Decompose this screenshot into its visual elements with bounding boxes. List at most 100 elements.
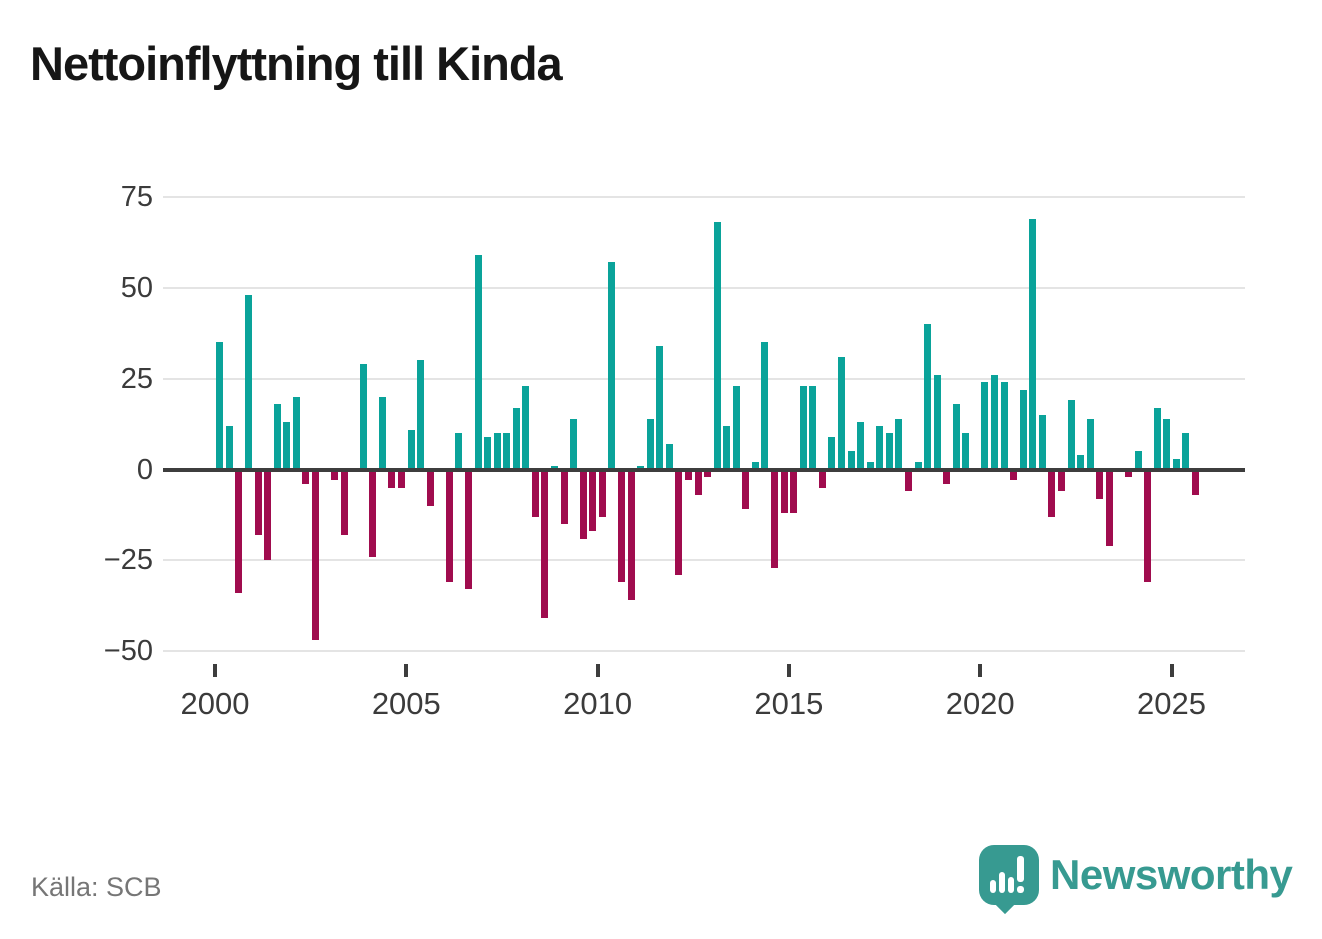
- x-axis-label-2005: 2005: [371, 686, 441, 721]
- bar-2011-Q4: [665, 444, 673, 470]
- bar-2021-Q4: [1048, 469, 1056, 517]
- bar-2016-Q4: [857, 422, 865, 470]
- bar-2013-Q3: [732, 385, 740, 470]
- bar-2001-Q1: [254, 469, 262, 535]
- bar-2012-Q2: [684, 469, 692, 481]
- bar-2021-Q1: [1019, 389, 1027, 470]
- y-axis-label--25: −25: [103, 544, 153, 577]
- gridline-y-25: [163, 377, 1245, 380]
- bar-2013-Q1: [713, 222, 721, 470]
- bar-2008-Q3: [541, 469, 549, 619]
- bar-2002-Q2: [302, 469, 310, 485]
- bar-2008-Q2: [531, 469, 539, 517]
- bar-2001-Q3: [273, 404, 281, 470]
- y-axis-label--50: −50: [103, 635, 153, 668]
- bar-2014-Q2: [761, 342, 769, 470]
- bar-2024-Q3: [1153, 407, 1161, 470]
- bar-2000-Q4: [244, 295, 252, 470]
- bar-2004-Q3: [388, 469, 396, 488]
- bar-2001-Q4: [283, 422, 291, 470]
- bar-2016-Q3: [847, 451, 855, 470]
- bar-2023-Q2: [1105, 469, 1113, 546]
- gridline-y-75: [163, 195, 1245, 198]
- logo-exclamation-stem: [1017, 856, 1024, 882]
- bar-2015-Q3: [809, 385, 817, 470]
- bar-2003-Q1: [331, 469, 339, 481]
- bar-2021-Q2: [1029, 218, 1037, 470]
- bar-2015-Q4: [818, 469, 826, 488]
- bar-2017-Q2: [876, 425, 884, 470]
- bar-2007-Q1: [484, 436, 492, 470]
- bar-2000-Q3: [235, 469, 243, 594]
- bar-2024-Q1: [1134, 451, 1142, 470]
- bar-2009-Q2: [570, 418, 578, 470]
- bar-2007-Q4: [512, 407, 520, 470]
- bar-2015-Q2: [799, 385, 807, 470]
- bar-2018-Q2: [914, 462, 922, 470]
- bar-2015-Q1: [790, 469, 798, 514]
- bar-2006-Q3: [464, 469, 472, 590]
- x-axis-tick-2020: [978, 664, 983, 677]
- bar-2004-Q4: [398, 469, 406, 488]
- bar-2011-Q3: [656, 345, 664, 470]
- bar-2017-Q3: [885, 433, 893, 470]
- bar-2003-Q4: [359, 364, 367, 470]
- bar-2014-Q1: [751, 462, 759, 470]
- bar-2012-Q4: [704, 469, 712, 477]
- bar-2005-Q3: [426, 469, 434, 506]
- x-axis-tick-2000: [213, 664, 217, 677]
- bar-2006-Q1: [445, 469, 453, 583]
- bar-2014-Q4: [780, 469, 788, 514]
- bar-2012-Q1: [675, 469, 683, 575]
- bar-2025-Q3: [1191, 469, 1199, 495]
- bar-2023-Q1: [1096, 469, 1104, 499]
- gridline-y-50: [163, 286, 1245, 289]
- y-axis-label-50: 50: [120, 271, 153, 304]
- x-axis-label-2015: 2015: [754, 686, 824, 721]
- bar-2020-Q3: [1000, 382, 1008, 470]
- bar-2010-Q2: [608, 262, 616, 470]
- bar-2000-Q2: [225, 425, 233, 470]
- bar-2024-Q4: [1163, 418, 1171, 470]
- bar-2020-Q2: [991, 375, 999, 470]
- bar-2018-Q1: [904, 469, 912, 492]
- gridline-y--25: [163, 559, 1245, 562]
- bar-2010-Q3: [618, 469, 625, 583]
- bar-2000-Q1: [216, 342, 224, 470]
- bar-2004-Q2: [378, 396, 386, 470]
- bar-2004-Q1: [369, 469, 377, 557]
- logo-bar-1: [990, 880, 996, 893]
- bar-2018-Q4: [933, 375, 941, 470]
- bar-2025-Q1: [1172, 458, 1180, 470]
- bar-2009-Q3: [579, 469, 587, 539]
- bar-2009-Q1: [560, 469, 568, 524]
- bar-2007-Q2: [493, 433, 501, 470]
- bar-2019-Q2: [952, 404, 960, 470]
- bar-2008-Q1: [522, 385, 530, 470]
- bar-2001-Q2: [264, 469, 272, 561]
- x-axis-label-2000: 2000: [180, 686, 250, 721]
- logo-exclamation-dot: [1017, 886, 1024, 893]
- bar-2020-Q4: [1010, 469, 1018, 481]
- bar-2019-Q3: [962, 433, 970, 470]
- bar-2017-Q1: [866, 462, 874, 470]
- x-axis-tick-2010: [595, 664, 600, 677]
- bar-2020-Q1: [981, 382, 989, 470]
- zero-baseline: [163, 467, 1245, 472]
- bar-2011-Q2: [646, 418, 654, 470]
- bar-2006-Q4: [474, 255, 482, 470]
- bar-2019-Q1: [943, 469, 951, 485]
- x-axis-tick-2015: [786, 664, 791, 677]
- bar-2016-Q2: [838, 356, 845, 470]
- bar-2017-Q4: [895, 418, 903, 470]
- y-axis-label-0: 0: [136, 453, 153, 486]
- bar-2014-Q3: [771, 469, 779, 568]
- bar-2003-Q2: [340, 469, 348, 535]
- bar-2022-Q3: [1077, 454, 1085, 470]
- bar-2016-Q1: [828, 436, 836, 470]
- bar-2013-Q4: [742, 469, 750, 510]
- logo-bar-3: [1008, 877, 1014, 893]
- x-axis-tick-2025: [1169, 664, 1174, 677]
- bar-2025-Q2: [1182, 433, 1190, 470]
- source-caption: Källa: SCB: [31, 872, 162, 902]
